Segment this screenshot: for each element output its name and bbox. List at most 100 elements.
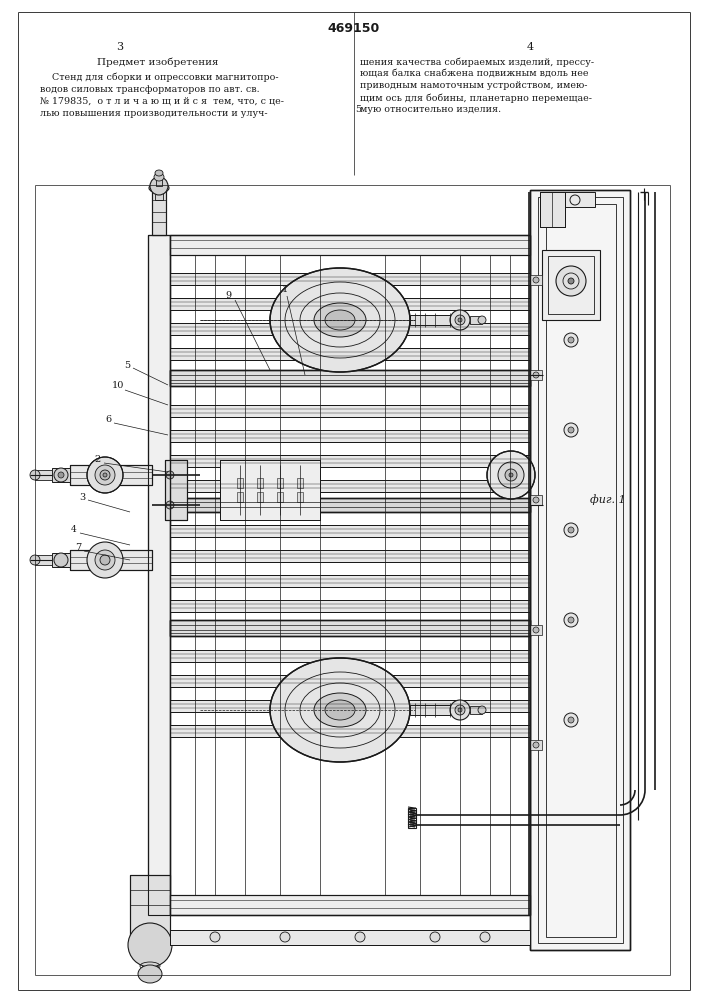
Circle shape xyxy=(166,501,174,509)
Text: водов силовых трансформаторов по авт. св.: водов силовых трансформаторов по авт. св… xyxy=(40,85,259,94)
Bar xyxy=(277,492,283,502)
Bar xyxy=(148,235,170,915)
Bar xyxy=(170,498,530,512)
Circle shape xyxy=(568,527,574,533)
Circle shape xyxy=(54,468,68,482)
Ellipse shape xyxy=(314,303,366,337)
Bar xyxy=(170,298,530,310)
Bar xyxy=(410,705,450,715)
Bar xyxy=(70,557,152,563)
Circle shape xyxy=(564,523,578,537)
Bar xyxy=(542,250,600,320)
Circle shape xyxy=(95,550,115,570)
Circle shape xyxy=(505,469,517,481)
Circle shape xyxy=(564,713,578,727)
Text: щим ось для бобины, планетарно перемещае-: щим ось для бобины, планетарно перемещае… xyxy=(360,93,592,103)
Bar xyxy=(70,465,152,485)
Bar xyxy=(70,472,152,478)
Bar xyxy=(130,875,170,945)
Text: 5: 5 xyxy=(355,105,361,114)
Bar xyxy=(70,465,152,485)
Bar xyxy=(170,298,530,310)
Text: 3: 3 xyxy=(117,42,124,52)
Bar xyxy=(148,235,170,915)
Circle shape xyxy=(95,465,115,485)
Bar xyxy=(70,550,152,570)
Circle shape xyxy=(458,318,462,322)
Bar xyxy=(35,470,52,480)
Bar xyxy=(170,525,530,537)
Ellipse shape xyxy=(154,173,164,181)
Bar xyxy=(546,204,616,937)
Bar xyxy=(530,190,630,950)
Circle shape xyxy=(533,372,539,378)
Bar xyxy=(530,275,542,285)
Circle shape xyxy=(458,708,462,712)
Bar xyxy=(156,177,162,186)
Bar xyxy=(170,650,530,662)
Bar xyxy=(170,620,530,636)
Text: фиг. 1: фиг. 1 xyxy=(590,495,626,505)
Ellipse shape xyxy=(30,555,40,565)
Bar xyxy=(257,478,263,488)
Bar xyxy=(165,460,187,520)
Circle shape xyxy=(568,617,574,623)
Bar xyxy=(170,455,530,467)
Circle shape xyxy=(355,932,365,942)
Bar xyxy=(170,700,530,712)
Circle shape xyxy=(455,705,465,715)
Bar xyxy=(165,460,187,520)
Bar xyxy=(237,478,243,488)
Circle shape xyxy=(58,472,64,478)
Bar xyxy=(170,725,530,737)
Bar xyxy=(297,478,303,488)
Text: 7: 7 xyxy=(75,544,81,552)
Circle shape xyxy=(450,310,470,330)
Text: 3: 3 xyxy=(79,492,85,502)
Bar xyxy=(170,498,530,512)
Bar xyxy=(170,895,530,915)
Text: 469150: 469150 xyxy=(328,21,380,34)
Bar xyxy=(170,600,530,612)
Bar xyxy=(170,895,530,915)
Text: 1: 1 xyxy=(282,286,288,294)
Circle shape xyxy=(478,316,486,324)
Circle shape xyxy=(87,542,123,578)
Circle shape xyxy=(103,473,107,477)
Text: 9: 9 xyxy=(225,290,231,300)
Bar xyxy=(155,193,163,200)
Bar xyxy=(530,370,542,380)
Bar xyxy=(538,197,623,943)
Bar xyxy=(220,460,320,520)
Bar xyxy=(130,875,170,945)
Bar xyxy=(257,492,263,502)
Bar xyxy=(540,192,565,227)
Circle shape xyxy=(533,277,539,283)
Circle shape xyxy=(564,333,578,347)
Circle shape xyxy=(564,423,578,437)
Bar xyxy=(410,315,450,325)
Bar xyxy=(170,323,530,335)
Bar xyxy=(170,370,530,386)
Bar xyxy=(170,405,530,417)
Text: мую относительно изделия.: мую относительно изделия. xyxy=(360,105,501,114)
Circle shape xyxy=(533,742,539,748)
Bar xyxy=(297,492,303,502)
Ellipse shape xyxy=(270,268,410,372)
Bar xyxy=(170,525,530,537)
Bar xyxy=(70,550,152,570)
Text: 5: 5 xyxy=(124,360,130,369)
Bar xyxy=(530,495,542,505)
Text: Предмет изобретения: Предмет изобретения xyxy=(97,57,218,67)
Circle shape xyxy=(533,497,539,503)
Bar xyxy=(170,348,530,360)
Ellipse shape xyxy=(30,470,40,480)
Ellipse shape xyxy=(270,658,410,762)
Circle shape xyxy=(210,932,220,942)
Circle shape xyxy=(568,717,574,723)
Bar xyxy=(170,575,530,587)
Text: № 179835,  о т л и ч а ю щ и й с я  тем, что, с це-: № 179835, о т л и ч а ю щ и й с я тем, ч… xyxy=(40,97,284,105)
Bar xyxy=(277,478,283,488)
Bar xyxy=(170,430,530,442)
Ellipse shape xyxy=(128,923,172,967)
